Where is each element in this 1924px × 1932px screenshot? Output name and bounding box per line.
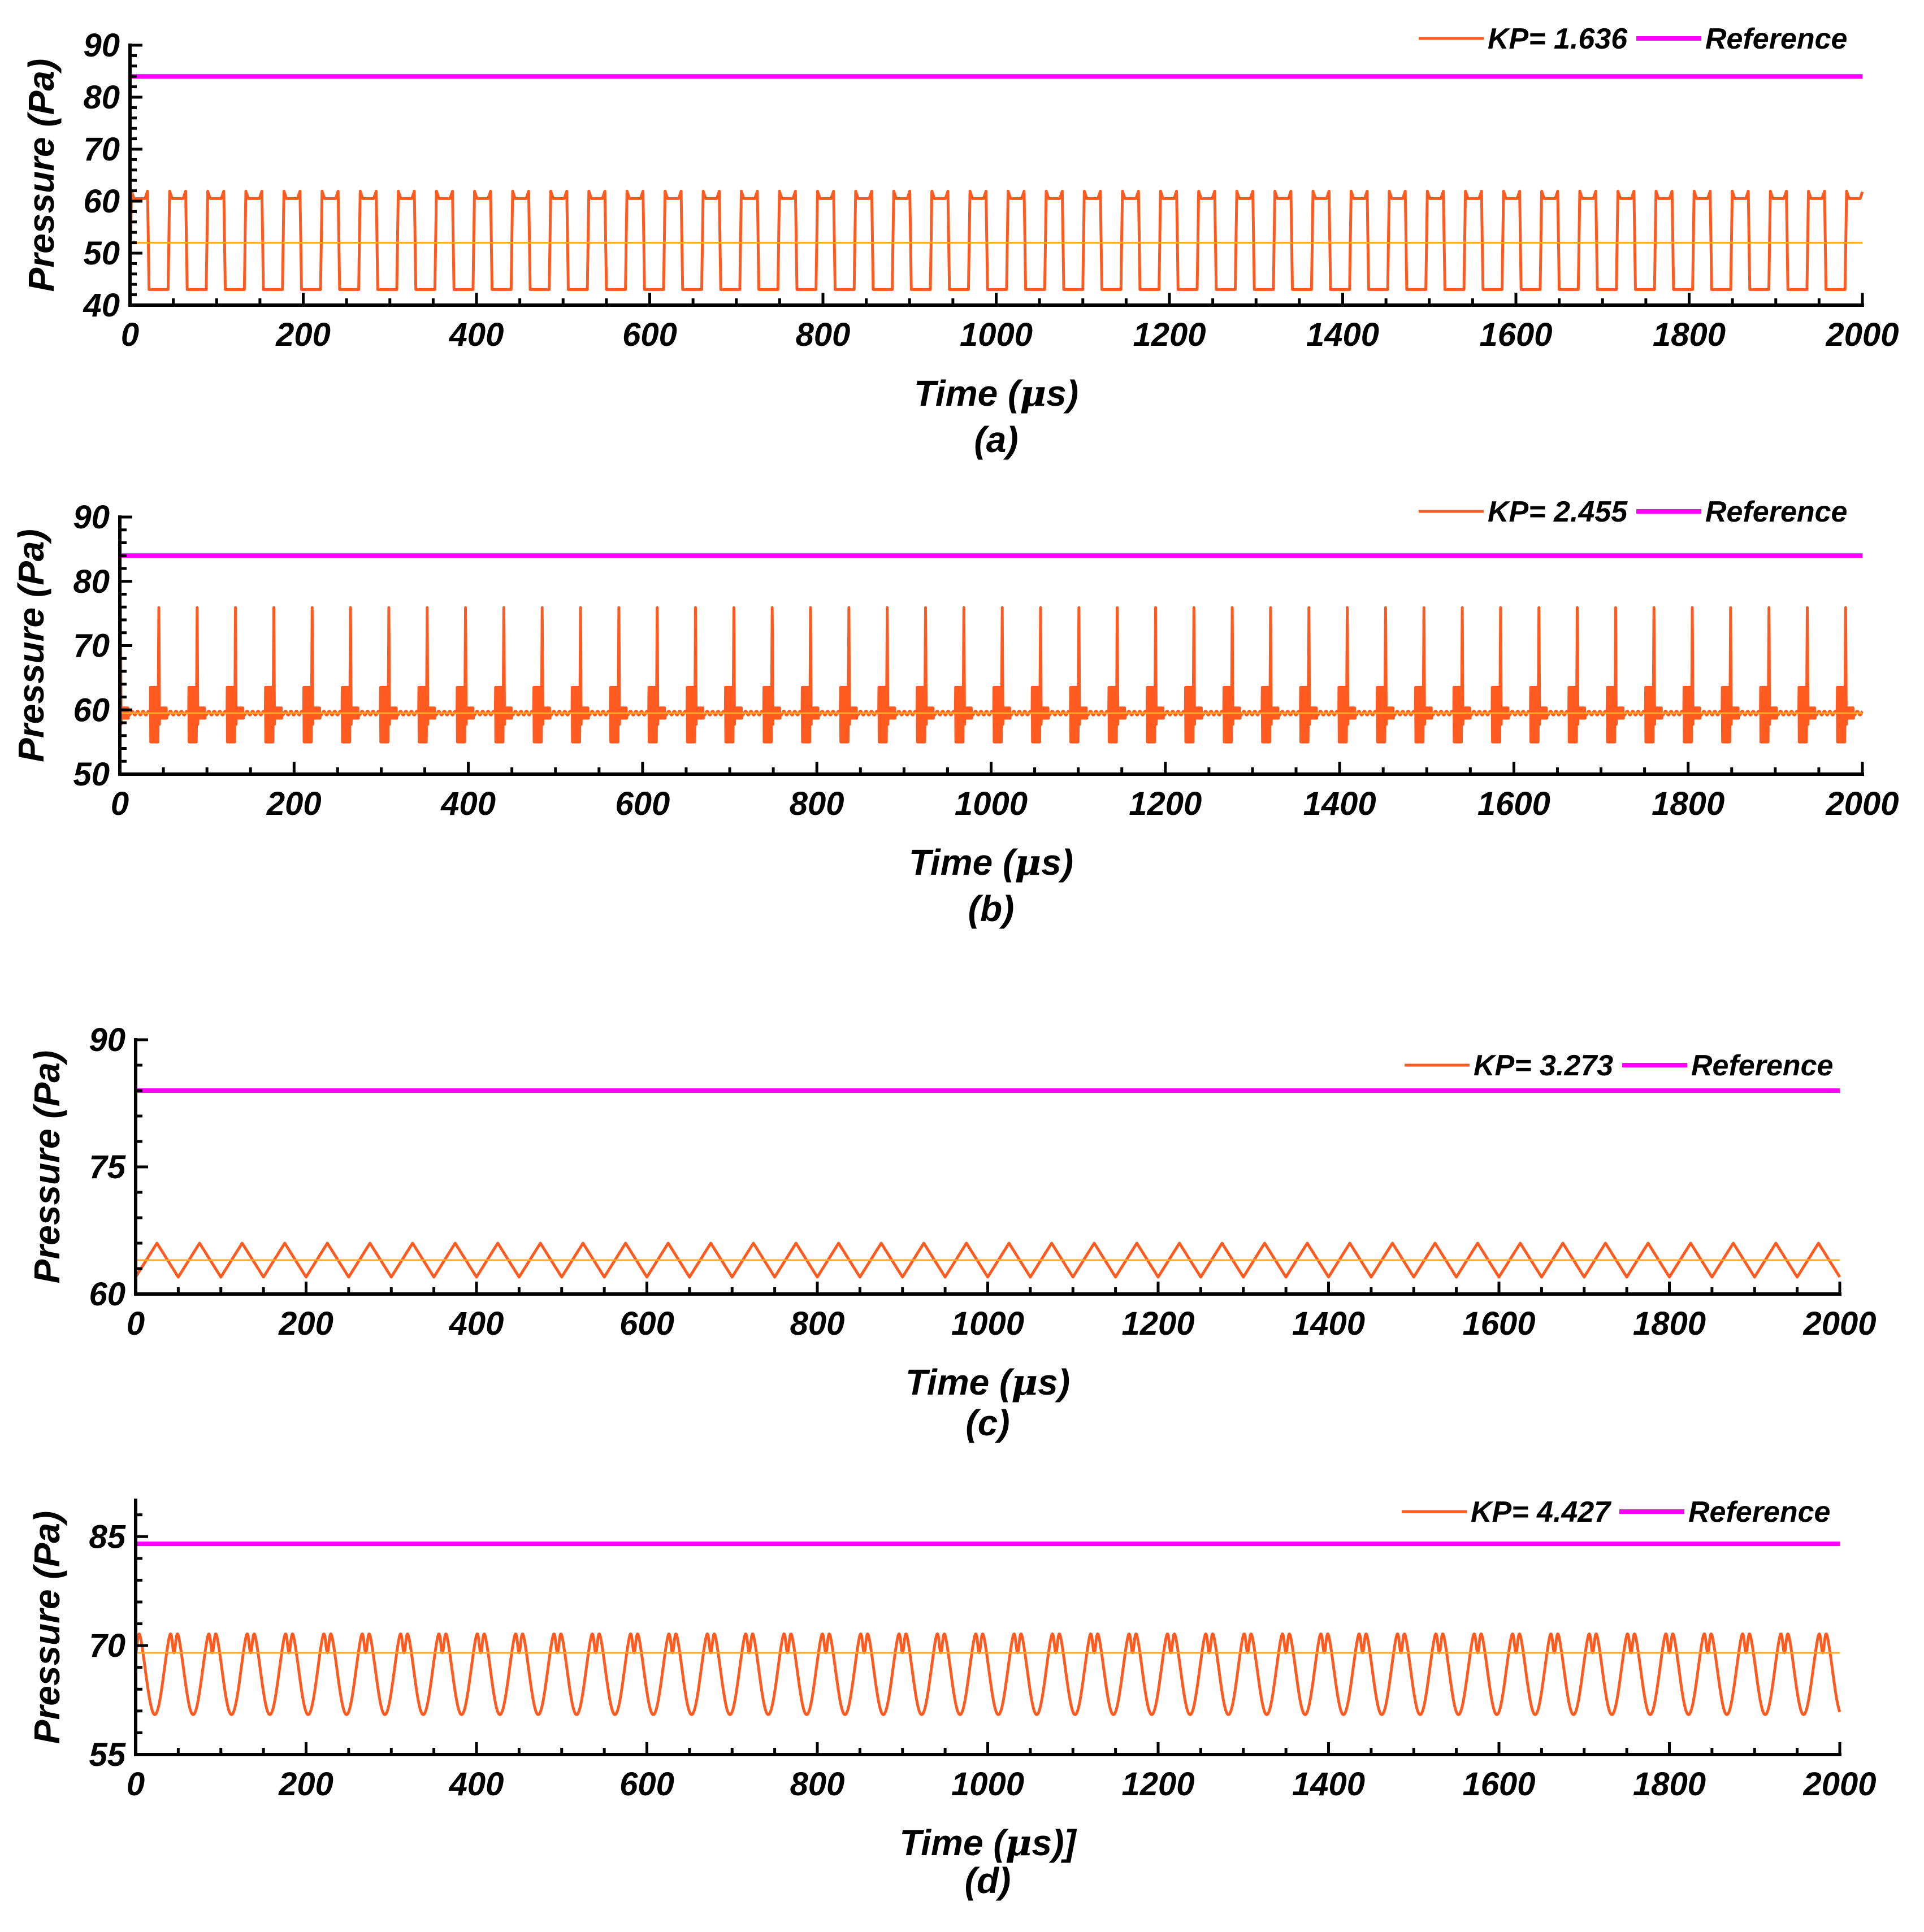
y-tick-label: 70 — [73, 628, 110, 665]
y-tick-label: 80 — [73, 563, 110, 600]
series-line-kp — [128, 189, 1864, 291]
y-tick-label: 40 — [83, 287, 120, 324]
x-tick-label: 2000 — [1825, 316, 1899, 353]
legend: KP= 1.636 Reference — [1419, 23, 1847, 55]
mu-glyph: μ — [1006, 1822, 1032, 1864]
x-tick-label: 1200 — [1121, 1766, 1194, 1803]
x-tick-label: 1000 — [955, 785, 1028, 822]
x-tick-label: 1400 — [1292, 1305, 1365, 1342]
panel-label: (a) — [974, 419, 1018, 460]
mu-glyph: μ — [1015, 841, 1041, 884]
x-tick-label: 2000 — [1802, 1766, 1876, 1803]
x-tick-label: 400 — [440, 785, 496, 822]
x-tick-label: 0 — [127, 1766, 145, 1803]
y-axis-title: Pressure (Pa) — [11, 529, 51, 762]
x-tick-label: 400 — [449, 1766, 504, 1803]
x-tick-label: 1400 — [1303, 785, 1376, 822]
x-tick-label: 0 — [121, 316, 139, 353]
x-tick-label: 1200 — [1129, 785, 1202, 822]
x-tick-label: 1600 — [1479, 316, 1552, 353]
x-tick-label: 1800 — [1652, 785, 1724, 822]
panel-label: (b) — [968, 888, 1015, 929]
x-tick-label: 1000 — [951, 1305, 1024, 1342]
chart-panel-1: 0 200 400 600 800 1000 1200 1400 1600 1800 2000 40 5… — [21, 23, 1899, 460]
y-tick-label: 90 — [89, 1022, 125, 1058]
y-tick-label: 80 — [83, 79, 120, 116]
chart-panel-2: 0 200 400 600 800 1000 1200 1400 1600 1800 2000 50 6… — [11, 496, 1899, 929]
y-tick-label: 55 — [89, 1736, 125, 1773]
x-tick-label: 800 — [790, 1305, 845, 1342]
series-line-kp — [118, 606, 1864, 744]
mu-glyph: μ — [1011, 1361, 1038, 1404]
y-tick-label: 60 — [89, 1276, 125, 1313]
legend-label-kp: KP= 4.427 — [1471, 1496, 1611, 1529]
legend: KP= 4.427 Reference — [1402, 1496, 1830, 1529]
x-tick-label: 1200 — [1121, 1305, 1194, 1342]
legend-label-kp: KP= 3.273 — [1474, 1049, 1613, 1082]
legend-label-reference: Reference — [1705, 23, 1847, 55]
x-tick-label: 1000 — [951, 1766, 1024, 1803]
x-tick-label: 1200 — [1133, 316, 1206, 353]
y-tick-label: 50 — [73, 756, 110, 793]
x-tick-label: 200 — [266, 785, 322, 822]
x-tick-label: 1800 — [1633, 1305, 1706, 1342]
x-tick-label: 800 — [796, 316, 851, 353]
x-tick-label: 200 — [278, 1766, 333, 1803]
x-tick-label: 600 — [619, 1305, 674, 1342]
y-tick-label: 50 — [83, 235, 120, 272]
series-line-kp — [134, 1241, 1841, 1279]
x-tick-label: 400 — [449, 316, 504, 353]
x-tick-label: 1400 — [1306, 316, 1379, 353]
legend: KP= 3.273 Reference — [1405, 1049, 1833, 1082]
x-tick-label: 0 — [127, 1305, 145, 1342]
x-axis-title: Time (μs) — [909, 841, 1073, 884]
legend-label-kp: KP= 2.455 — [1488, 496, 1628, 528]
chart-panel-3: 0 200 400 600 800 1000 1200 1400 1600 1800 2000 60 7… — [27, 1022, 1877, 1443]
chart-panel-4: 0 200 400 600 800 1000 1200 1400 1600 1800 2000 55 7… — [27, 1496, 1877, 1901]
legend-label-kp: KP= 1.636 — [1488, 23, 1628, 55]
legend-label-reference: Reference — [1688, 1496, 1830, 1529]
x-tick-label: 400 — [449, 1305, 504, 1342]
y-axis-title: Pressure (Pa) — [21, 59, 62, 292]
panel-label: (c) — [965, 1403, 1009, 1443]
x-tick-label: 800 — [790, 785, 844, 822]
y-axis-title: Pressure (Pa) — [27, 1050, 67, 1284]
mu-glyph: μ — [1020, 372, 1046, 415]
x-tick-label: 600 — [619, 1766, 674, 1803]
x-tick-label: 1000 — [960, 316, 1033, 353]
y-axis-title: Pressure (Pa) — [27, 1511, 67, 1744]
y-tick-label: 70 — [83, 131, 120, 168]
y-tick-label: 90 — [83, 27, 120, 64]
x-tick-label: 2000 — [1802, 1305, 1876, 1342]
x-axis-title: Time (μs) — [914, 372, 1078, 415]
x-tick-label: 200 — [275, 316, 331, 353]
x-tick-label: 0 — [111, 785, 129, 822]
x-axis-title: Time (μs)] — [899, 1822, 1077, 1864]
series-line-kp — [134, 1633, 1841, 1716]
x-tick-label: 2000 — [1825, 785, 1899, 822]
x-tick-label: 800 — [790, 1766, 845, 1803]
x-tick-label: 1800 — [1633, 1766, 1706, 1803]
y-tick-label: 75 — [89, 1149, 125, 1186]
x-tick-label: 1600 — [1462, 1766, 1535, 1803]
x-tick-label: 600 — [616, 785, 670, 822]
x-tick-label: 1600 — [1462, 1305, 1535, 1342]
y-tick-label: 85 — [89, 1518, 125, 1555]
legend-label-reference: Reference — [1705, 496, 1847, 528]
x-tick-label: 1800 — [1653, 316, 1726, 353]
y-tick-label: 60 — [73, 692, 110, 728]
x-tick-label: 1600 — [1477, 785, 1550, 822]
y-tick-label: 90 — [73, 499, 110, 536]
legend: KP= 2.455 Reference — [1419, 496, 1847, 528]
y-tick-label: 70 — [89, 1627, 125, 1664]
x-axis-title: Time (μs) — [905, 1361, 1070, 1404]
panel-label: (d) — [965, 1860, 1011, 1901]
x-tick-label: 200 — [278, 1305, 333, 1342]
y-tick-label: 60 — [83, 183, 120, 220]
x-tick-label: 600 — [622, 316, 677, 353]
legend-label-reference: Reference — [1691, 1049, 1833, 1082]
x-tick-label: 1400 — [1292, 1766, 1365, 1803]
